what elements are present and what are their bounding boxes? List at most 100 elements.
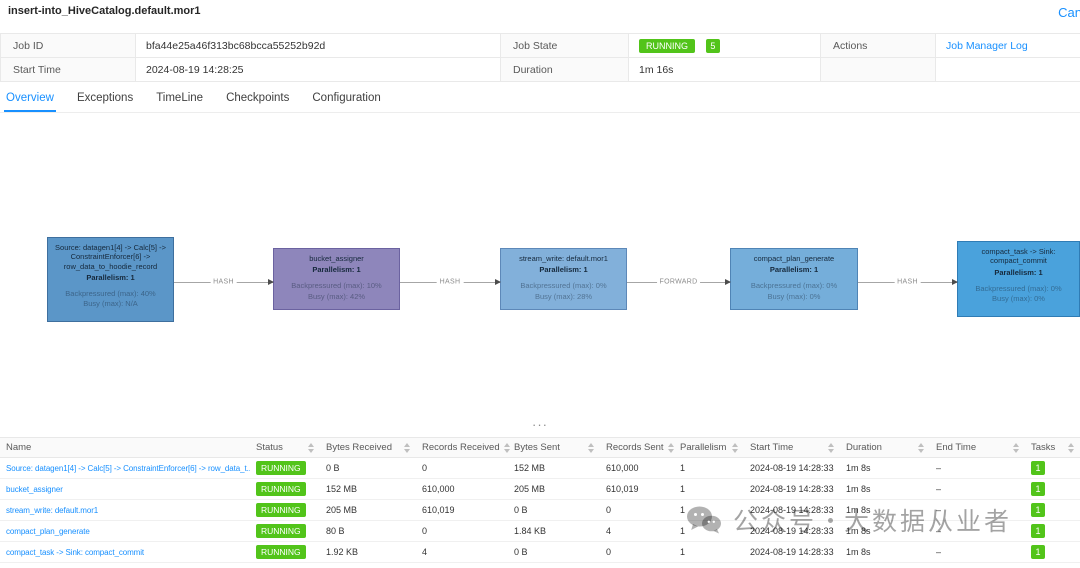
- node-backpressure: Backpressured (max): 0%: [975, 283, 1062, 293]
- tab-exceptions[interactable]: Exceptions: [76, 92, 134, 104]
- sort-icon[interactable]: [588, 442, 594, 453]
- sort-icon[interactable]: [918, 442, 924, 453]
- col-start-time[interactable]: Start Time: [744, 437, 840, 458]
- table-row[interactable]: compact_task -> Sink: compact_commit RUN…: [0, 541, 1080, 563]
- col-end-time[interactable]: End Time: [930, 437, 1025, 458]
- cell-records-sent: 0: [600, 499, 674, 521]
- table-row[interactable]: Source: datagen1[4] -> Calc[5] -> Constr…: [0, 457, 1080, 479]
- node-busy: Busy (max): 28%: [534, 291, 593, 301]
- col-parallelism[interactable]: Parallelism: [674, 437, 744, 458]
- info-row: Job ID bfa44e25a46f313bc68bcca55252b92d …: [0, 33, 1080, 58]
- job-state-value: RUNNING 5: [628, 33, 821, 58]
- sort-icon[interactable]: [828, 442, 834, 453]
- cell-status: RUNNING: [250, 520, 320, 542]
- cell-records-received: 0: [416, 457, 508, 479]
- info-row: Start Time 2024-08-19 14:28:25 Duration …: [0, 57, 1080, 82]
- col-tasks[interactable]: Tasks: [1025, 437, 1080, 458]
- col-status[interactable]: Status: [250, 437, 320, 458]
- col-records-received[interactable]: Records Received: [416, 437, 510, 458]
- sort-icon[interactable]: [1013, 442, 1019, 453]
- table-row[interactable]: stream_write: default.mor1 RUNNING 205 M…: [0, 499, 1080, 521]
- vertex-link[interactable]: compact_plan_generate: [6, 527, 90, 536]
- node-title: compact_task -> Sink: compact_commit: [981, 247, 1056, 266]
- graph-node-bucket-assigner[interactable]: bucket_assigner Parallelism: 1 Backpress…: [273, 248, 400, 310]
- actions-label: Actions: [820, 33, 936, 58]
- cell-records-received: 0: [416, 520, 508, 542]
- cell-bytes-received: 152 MB: [320, 478, 416, 500]
- cell-end-time: –: [930, 478, 1025, 500]
- job-graph-canvas[interactable]: Source: datagen1[4] -> Calc[5] -> Constr…: [0, 113, 1080, 437]
- vertex-link[interactable]: compact_task -> Sink: compact_commit: [6, 548, 145, 557]
- node-title: Source: datagen1[4] -> Calc[5] -> Constr…: [55, 243, 166, 271]
- expand-handle[interactable]: ···: [532, 417, 548, 432]
- sort-icon[interactable]: [404, 442, 410, 453]
- cell-tasks: 1: [1025, 541, 1080, 563]
- sort-icon[interactable]: [503, 442, 510, 453]
- col-records-sent[interactable]: Records Sent: [600, 437, 674, 458]
- running-status-badge: RUNNING: [639, 38, 695, 53]
- table-row[interactable]: bucket_assigner RUNNING 152 MB 610,000 2…: [0, 478, 1080, 500]
- tab-configuration[interactable]: Configuration: [312, 92, 381, 104]
- tab-timeline[interactable]: TimeLine: [156, 92, 204, 104]
- vertex-link[interactable]: bucket_assigner: [6, 485, 63, 494]
- graph-node-compact-plan-generate[interactable]: compact_plan_generate Parallelism: 1 Bac…: [730, 248, 858, 310]
- table-row[interactable]: compact_plan_generate RUNNING 80 B 0 1.8…: [0, 520, 1080, 542]
- cancel-job-button[interactable]: Can: [1058, 5, 1080, 20]
- node-title: compact_plan_generate: [753, 254, 835, 263]
- graph-node-compact-task-sink[interactable]: compact_task -> Sink: compact_commit Par…: [957, 241, 1080, 317]
- tab-overview[interactable]: Overview: [4, 89, 56, 112]
- edge-shuffle-label: HASH: [210, 278, 237, 286]
- col-label: Records Sent: [606, 442, 664, 453]
- cell-bytes-sent: 205 MB: [508, 478, 600, 500]
- graph-edge: FORWARD: [627, 278, 731, 286]
- graph-edge: HASH: [858, 278, 958, 286]
- cell-bytes-sent: 0 B: [508, 541, 600, 563]
- cell-tasks: 1: [1025, 457, 1080, 479]
- cell-status: RUNNING: [250, 478, 320, 500]
- job-manager-log-link[interactable]: Job Manager Log: [946, 39, 1028, 52]
- node-backpressure: Backpressured (max): 40%: [65, 289, 156, 299]
- col-bytes-received[interactable]: Bytes Received: [320, 437, 416, 458]
- sort-icon[interactable]: [732, 442, 738, 453]
- running-status-badge: RUNNING: [256, 524, 306, 538]
- col-name: Name: [0, 437, 250, 458]
- cell-start-time: 2024-08-19 14:28:33: [744, 457, 840, 479]
- edge-shuffle-label: FORWARD: [656, 278, 701, 286]
- cell-status: RUNNING: [250, 457, 320, 479]
- table-header-row: Name Status Bytes Received Records Recei…: [0, 437, 1080, 458]
- empty-label-cell: [820, 57, 936, 82]
- task-count-badge: 1: [1031, 503, 1045, 517]
- empty-value-cell: [935, 57, 1080, 82]
- cell-parallelism: 1: [674, 520, 744, 542]
- node-title: bucket_assigner: [309, 254, 364, 263]
- col-label: End Time: [936, 442, 977, 453]
- cell-records-sent: 610,019: [600, 478, 674, 500]
- cell-records-received: 4: [416, 541, 508, 563]
- vertex-link[interactable]: stream_write: default.mor1: [6, 506, 99, 515]
- cell-records-sent: 4: [600, 520, 674, 542]
- graph-node-source[interactable]: Source: datagen1[4] -> Calc[5] -> Constr…: [47, 237, 174, 322]
- job-info-panel: Job ID bfa44e25a46f313bc68bcca55252b92d …: [0, 33, 1080, 82]
- node-parallelism: Parallelism: 1: [769, 265, 819, 275]
- cell-bytes-received: 80 B: [320, 520, 416, 542]
- sort-icon[interactable]: [1068, 442, 1074, 453]
- cell-start-time: 2024-08-19 14:28:33: [744, 541, 840, 563]
- col-label: Status: [256, 442, 283, 453]
- col-label: Bytes Sent: [514, 442, 560, 453]
- sort-icon[interactable]: [308, 442, 314, 453]
- cell-end-time: –: [930, 541, 1025, 563]
- graph-node-stream-write[interactable]: stream_write: default.mor1 Parallelism: …: [500, 248, 627, 310]
- vertex-link[interactable]: Source: datagen1[4] -> Calc[5] -> Constr…: [6, 464, 250, 473]
- tab-checkpoints[interactable]: Checkpoints: [226, 92, 290, 104]
- col-label: Start Time: [750, 442, 794, 453]
- sort-icon[interactable]: [667, 442, 674, 453]
- page-title: insert-into_HiveCatalog.default.mor1: [8, 5, 201, 17]
- col-bytes-sent[interactable]: Bytes Sent: [508, 437, 600, 458]
- cell-end-time: –: [930, 457, 1025, 479]
- state-count-badge: 5: [705, 38, 720, 53]
- cell-tasks: 1: [1025, 520, 1080, 542]
- col-duration[interactable]: Duration: [840, 437, 930, 458]
- col-label: Records Received: [422, 442, 500, 453]
- col-label: Duration: [846, 442, 882, 453]
- cell-name: stream_write: default.mor1: [0, 499, 250, 521]
